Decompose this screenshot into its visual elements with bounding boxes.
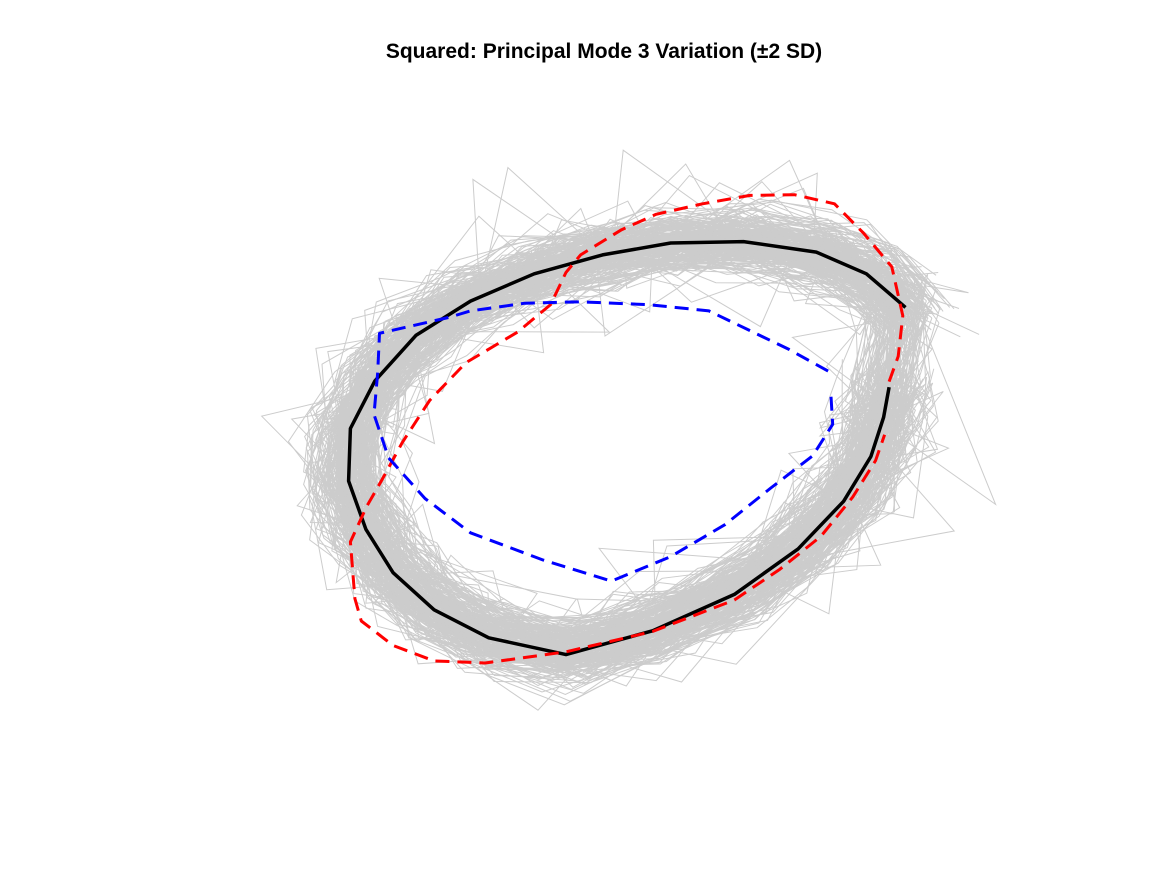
sample-outline <box>347 239 908 649</box>
mode-curves <box>346 193 907 665</box>
sample-outline <box>342 228 927 649</box>
minus-2sd-curve <box>372 300 835 583</box>
background-samples <box>260 149 997 711</box>
sample-outline <box>332 235 902 654</box>
plus-2sd-curve <box>348 193 905 665</box>
sample-outline <box>312 222 908 657</box>
sample-outline <box>341 218 916 671</box>
sample-outline <box>334 222 951 679</box>
chart-title: Squared: Principal Mode 3 Variation (±2 … <box>386 40 822 63</box>
sample-outline <box>311 223 905 648</box>
sample-outline <box>349 203 907 667</box>
sample-outline <box>290 245 927 671</box>
sample-outline <box>371 180 938 668</box>
sample-outline <box>348 223 917 668</box>
mean-shape-curve <box>346 239 907 657</box>
